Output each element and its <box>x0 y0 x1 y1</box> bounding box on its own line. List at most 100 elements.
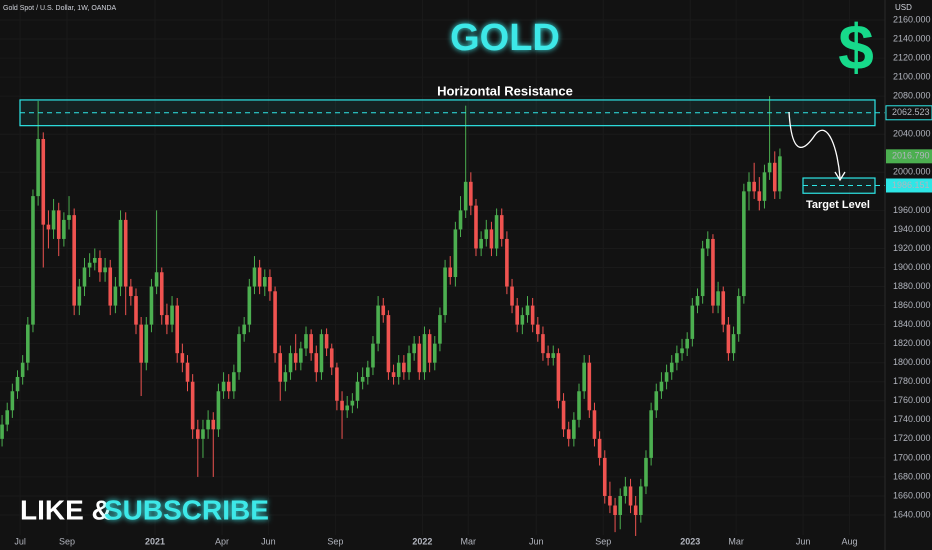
y-tick-label: 1820.000 <box>893 338 931 348</box>
y-tick-label: 1760.000 <box>893 395 931 405</box>
resistance-price: 2062.523 <box>892 107 930 117</box>
candle-body <box>572 419 576 439</box>
candle-body <box>479 238 483 249</box>
candle-body <box>196 429 200 439</box>
candle-body <box>721 291 726 325</box>
y-tick-label: 1860.000 <box>893 300 931 310</box>
y-tick-label: 1800.000 <box>893 357 931 367</box>
candle-body <box>139 324 143 363</box>
y-tick-label: 1780.000 <box>893 376 931 386</box>
candle-body <box>731 334 736 354</box>
candle-body <box>247 286 252 325</box>
candle-body <box>314 353 319 373</box>
candle-body <box>206 419 210 430</box>
candle-body <box>726 324 731 354</box>
candle-body <box>51 210 56 230</box>
candle-body <box>711 238 715 306</box>
footer-subscribe: SUBSCRIBE <box>104 494 269 525</box>
candle-body <box>623 486 628 496</box>
x-tick-label: Sep <box>59 536 75 546</box>
candle-body <box>654 391 659 411</box>
candle-body <box>144 324 149 363</box>
candle-body <box>376 305 380 344</box>
candle-body <box>577 391 581 420</box>
resistance-label: Horizontal Resistance <box>437 83 573 98</box>
candle-body <box>499 215 504 239</box>
candle-body <box>15 376 20 392</box>
candles <box>0 96 782 536</box>
last-price-box <box>886 149 932 164</box>
candle-body <box>237 334 241 373</box>
candle-body <box>20 362 25 377</box>
candle-body <box>87 262 92 268</box>
y-tick-label: 1700.000 <box>893 452 931 462</box>
x-tick-label: Mar <box>461 536 477 546</box>
candle-body <box>407 353 411 373</box>
candle-body <box>690 305 695 339</box>
candle-body <box>402 362 406 373</box>
candle-body <box>273 291 277 354</box>
y-tick-label: 2120.000 <box>893 52 931 62</box>
candle-body <box>56 210 61 239</box>
y-tick-label: 1640.000 <box>893 509 931 519</box>
y-tick-label: 1720.000 <box>893 433 931 443</box>
y-tick-label: 1920.000 <box>893 243 931 253</box>
candle-body <box>695 296 700 306</box>
candle-body <box>77 286 82 306</box>
candle-body <box>211 419 216 430</box>
candle-body <box>592 410 597 439</box>
candle-body <box>252 267 257 287</box>
candle-body <box>556 353 561 401</box>
y-axis-label: USD <box>895 3 912 12</box>
candle-body <box>742 191 746 297</box>
candle-body <box>288 353 293 373</box>
candle-body <box>484 229 489 239</box>
candle-body <box>67 215 71 220</box>
candle-body <box>299 348 303 363</box>
y-tick-label: 1940.000 <box>893 224 931 234</box>
target-price: 1986.151 <box>892 180 930 190</box>
candle-body <box>0 424 4 439</box>
grid <box>0 0 885 535</box>
last-price: 2016.790 <box>892 151 930 161</box>
candle-body <box>505 238 509 287</box>
candle-body <box>494 215 499 249</box>
candle-body <box>680 348 684 354</box>
candle-body <box>278 353 283 382</box>
candle-body <box>92 257 97 263</box>
chart-subtitle: Gold Spot / U.S. Dollar, 1W, OANDA <box>3 5 117 12</box>
candle-body <box>736 296 741 335</box>
candle-body <box>41 138 46 225</box>
candle-body <box>216 391 221 430</box>
x-tick-label: Jul <box>14 536 26 546</box>
dollar-icon: $ <box>838 11 874 83</box>
y-tick-label: 2160.000 <box>893 14 931 24</box>
candle-body <box>675 353 679 363</box>
y-tick-label: 1900.000 <box>893 262 931 272</box>
x-tick-label: 2021 <box>145 536 165 546</box>
candle-body <box>525 305 530 316</box>
y-tick-label: 1660.000 <box>893 490 931 500</box>
candle-body <box>232 372 236 392</box>
candle-body <box>649 410 653 458</box>
y-tick-label: 1680.000 <box>893 471 931 481</box>
candle-body <box>602 457 607 496</box>
candle-body <box>716 291 720 306</box>
candle-body <box>366 367 370 377</box>
x-tick-label: Sep <box>327 536 343 546</box>
candle-body <box>453 229 458 278</box>
candle-body <box>633 505 638 516</box>
candle-body <box>618 495 623 516</box>
candle-body <box>520 315 525 325</box>
chart-title: GOLD <box>450 17 560 59</box>
candle-body <box>129 286 133 297</box>
candle-body <box>597 438 602 458</box>
target-label: Target Level <box>806 199 870 211</box>
x-tick-label: Jun <box>261 536 276 546</box>
candle-body <box>448 267 453 278</box>
candle-body <box>118 219 123 287</box>
x-tick-label: 2023 <box>680 536 700 546</box>
candle-body <box>628 486 633 506</box>
y-tick-label: 1880.000 <box>893 281 931 291</box>
candle-body <box>319 334 324 373</box>
